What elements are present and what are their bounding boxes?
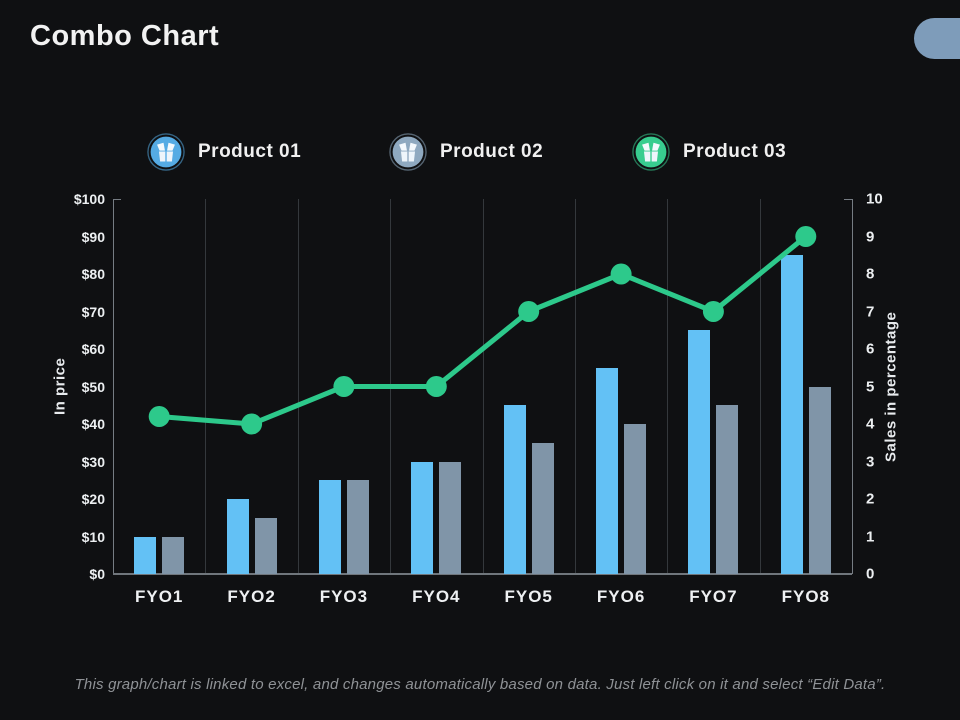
chart-plot-area[interactable]: [113, 199, 853, 575]
legend-item-product-03[interactable]: Product 03: [632, 133, 786, 171]
vertical-gridline: [667, 199, 668, 574]
gift-box-icon: [389, 133, 427, 171]
left-axis-line: [113, 199, 114, 574]
bar-product-02-fyo8[interactable]: [808, 386, 831, 574]
right-axis-tick-label: 1: [866, 528, 875, 545]
bar-product-01-fyo6[interactable]: [596, 367, 619, 574]
bar-product-02-fyo2[interactable]: [254, 517, 277, 574]
legend-label: Product 02: [440, 141, 544, 162]
line-marker-fyo2[interactable]: [241, 413, 263, 435]
bar-product-02-fyo3[interactable]: [346, 480, 369, 574]
vertical-gridline: [760, 199, 761, 574]
legend-item-product-02[interactable]: Product 02: [389, 133, 543, 171]
left-axis-tick-label: $60: [81, 341, 105, 357]
vertical-gridline: [298, 199, 299, 574]
x-axis-label-fyo2: FYO2: [227, 587, 276, 606]
line-path: [158, 234, 808, 427]
left-axis-tick-label: $100: [73, 191, 105, 207]
left-axis-tick-label: $70: [81, 303, 105, 320]
x-axis-label-fyo3: FYO3: [319, 587, 369, 606]
right-axis-line: [852, 199, 853, 574]
right-axis-tick-label: 4: [866, 415, 875, 433]
bar-product-02-fyo5[interactable]: [531, 442, 554, 574]
gift-box-icon: [147, 133, 185, 171]
right-axis-top-tick: [844, 199, 852, 200]
line-marker-fyo7[interactable]: [702, 301, 724, 322]
footnote-text: This graph/chart is linked to excel, and…: [74, 676, 886, 693]
line-series-product-03: [148, 226, 817, 435]
corner-accent-shape: [914, 18, 960, 59]
bar-product-01-fyo7[interactable]: [688, 330, 711, 574]
bar-product-02-fyo7[interactable]: [716, 405, 739, 574]
x-axis-label-fyo7: FYO7: [689, 587, 738, 606]
legend-label: Product 01: [198, 141, 302, 162]
x-axis-label-fyo6: FYO6: [596, 587, 646, 606]
right-axis-tick-labels: 10 9 8 7 6 5 4 3 2 1 0: [866, 191, 926, 583]
left-axis-top-tick: [113, 199, 121, 200]
right-axis-tick-label: 10: [866, 190, 883, 208]
left-axis-tick-label: $90: [81, 228, 105, 245]
bar-product-01-fyo8[interactable]: [780, 255, 803, 574]
vertical-gridline: [575, 199, 576, 574]
vertical-gridline: [483, 199, 484, 574]
right-axis-tick-label: 8: [866, 265, 875, 283]
gift-box-icon: [632, 133, 670, 171]
right-axis-tick-label: 7: [866, 303, 875, 320]
bar-product-02-fyo6[interactable]: [624, 424, 647, 574]
right-axis-tick-label: 3: [866, 453, 875, 470]
right-axis-title: Sales in percentage: [882, 311, 900, 462]
line-marker-fyo4[interactable]: [425, 376, 447, 397]
bar-product-01-fyo2[interactable]: [226, 499, 249, 574]
x-axis-label-fyo5: FYO5: [504, 587, 553, 606]
bar-product-01-fyo4[interactable]: [411, 461, 434, 574]
bar-product-01-fyo5[interactable]: [503, 405, 526, 574]
x-axis-label-fyo1: FYO1: [134, 587, 184, 606]
left-axis-tick-label: $50: [81, 378, 105, 395]
left-axis-tick-label: $30: [81, 453, 105, 470]
line-marker-fyo5[interactable]: [518, 301, 540, 322]
right-axis-tick-label: 6: [866, 340, 875, 358]
left-axis-tick-label: $0: [89, 566, 105, 582]
left-axis-tick-label: $20: [81, 491, 105, 507]
left-axis-tick-label: $40: [81, 416, 105, 432]
x-axis-label-fyo4: FYO4: [412, 587, 461, 606]
bar-product-02-fyo4[interactable]: [439, 461, 462, 574]
right-axis-tick-label: 5: [866, 378, 875, 395]
x-axis-label-fyo8: FYO8: [781, 587, 830, 606]
x-axis-category-labels: FYO1 FYO2 FYO3 FYO4 FYO5 FYO6 FYO7 FYO8: [113, 587, 852, 611]
legend-label: Product 03: [683, 141, 787, 162]
bar-product-01-fyo1[interactable]: [134, 536, 157, 574]
line-marker-fyo6[interactable]: [610, 263, 632, 285]
bar-product-01-fyo3[interactable]: [318, 480, 341, 574]
vertical-gridline: [205, 199, 206, 574]
page-title: Combo Chart: [30, 20, 220, 52]
line-marker-fyo1[interactable]: [148, 406, 170, 427]
line-marker-fyo3[interactable]: [333, 376, 355, 397]
left-axis-tick-label: $10: [81, 528, 105, 545]
right-axis-tick-label: 2: [866, 490, 875, 508]
x-axis-line: [113, 573, 852, 575]
left-axis-tick-labels: $100 $90 $80 $70 $60 $50 $40 $30 $20 $10 $0: [0, 191, 105, 582]
right-axis-tick-label: 0: [866, 565, 875, 583]
bar-product-02-fyo1[interactable]: [162, 536, 185, 574]
legend-item-product-01[interactable]: Product 01: [147, 133, 301, 171]
left-axis-tick-label: $80: [81, 266, 105, 282]
left-axis-title: In price: [51, 357, 69, 416]
right-axis-tick-label: 9: [866, 228, 875, 245]
line-marker-fyo8[interactable]: [795, 226, 817, 247]
